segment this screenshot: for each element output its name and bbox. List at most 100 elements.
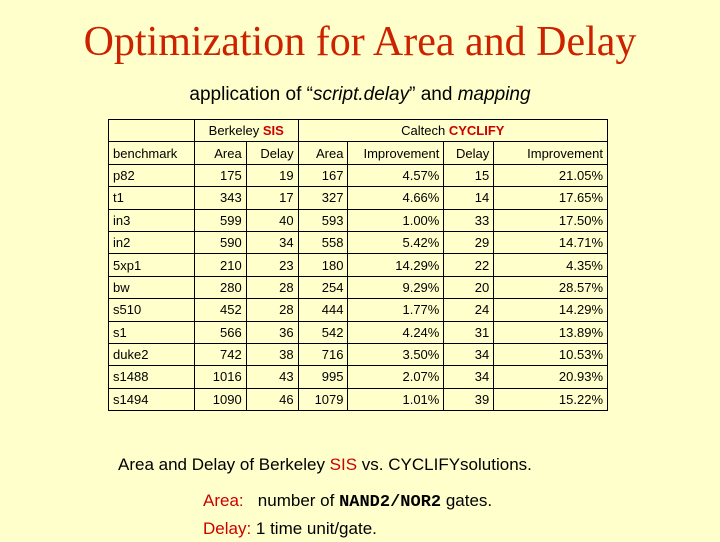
cell-sis-delay: 43 [245,365,299,389]
cell-sis-area: 210 [193,253,247,277]
subtitle-mapping: mapping [457,84,531,105]
slide-subtitle: application of “script.delay” and mappin… [0,84,720,106]
cell-sis-area: 452 [193,298,247,322]
cell-area-improvement: 9.29% [347,275,445,300]
col-header-sis-area: Area [193,141,247,165]
subtitle-script-name: script.delay [312,84,410,105]
cell-benchmark: t1 [108,186,195,210]
cell-delay-improvement: 17.50% [493,208,608,232]
cell-delay-improvement: 20.93% [493,365,608,389]
table-row: bw 280 28 254 9.29% 20 28.57% [108,275,608,300]
cell-sis-delay: 38 [245,342,299,367]
group-header-caltech: Caltech CYCLIFY [297,118,609,143]
berkeley-label: Berkeley [208,123,263,139]
cell-cyclify-delay: 33 [443,208,495,232]
cell-delay-improvement: 4.35% [493,253,608,277]
cell-cyclify-delay: 34 [443,365,495,389]
cell-delay-improvement: 14.29% [493,298,608,322]
definition-notes: Area: number of NAND2/NOR2 gates. Delay:… [203,488,492,542]
cell-delay-improvement: 10.53% [493,342,608,367]
cell-cyclify-area: 542 [297,320,349,344]
cell-sis-area: 175 [193,163,247,188]
cell-cyclify-delay: 15 [443,163,495,188]
area-definition-end: gates. [441,491,493,510]
cell-sis-delay: 28 [245,298,299,322]
table-row: t1 343 17 327 4.66% 14 17.65% [108,186,608,210]
cell-sis-delay: 46 [245,387,299,412]
cell-area-improvement: 1.01% [347,387,445,412]
cell-area-improvement: 4.66% [347,186,445,210]
cell-area-improvement: 5.42% [347,230,445,255]
cell-sis-delay: 28 [245,275,299,300]
cell-delay-improvement: 13.89% [493,320,608,344]
table-row: 5xp1 210 23 180 14.29% 22 4.35% [108,253,608,277]
caltech-label: Caltech [401,123,449,139]
cell-area-improvement: 1.77% [347,298,445,322]
cell-area-improvement: 2.07% [347,365,445,389]
cell-delay-improvement: 14.71% [493,230,608,255]
cell-sis-area: 590 [193,230,247,255]
cell-benchmark: s510 [108,298,195,322]
cell-delay-improvement: 15.22% [493,387,608,412]
area-definition-gates: NAND2/NOR2 [339,493,442,512]
table-row: s1494 1090 46 1079 1.01% 39 15.22% [108,387,608,412]
cell-benchmark: s1 [108,320,195,344]
caption-part1: Area and Delay of Berkeley [118,455,330,474]
cell-cyclify-area: 444 [297,298,349,322]
cell-cyclify-area: 167 [297,163,349,188]
cell-cyclify-area: 1079 [297,387,349,412]
cell-sis-delay: 36 [245,320,299,344]
cell-sis-area: 599 [193,208,247,232]
area-definition: Area: number of NAND2/NOR2 gates. [203,488,492,516]
cell-cyclify-delay: 24 [443,298,495,322]
table-row: s510 452 28 444 1.77% 24 14.29% [108,298,608,322]
cell-sis-area: 1016 [193,365,247,389]
cell-cyclify-delay: 20 [443,275,495,300]
cell-sis-area: 343 [193,186,247,210]
cell-cyclify-area: 327 [297,186,349,210]
caption-part3: solutions. [460,455,532,474]
sis-label: SIS [262,123,284,139]
col-header-delay-improvement: Improvement [493,141,608,165]
cell-benchmark: in2 [108,230,195,255]
cell-cyclify-area: 593 [297,208,349,232]
cell-sis-delay: 40 [245,208,299,232]
col-header-cyclify-delay: Delay [443,141,495,165]
table-row: in3 599 40 593 1.00% 33 17.50% [108,208,608,232]
cell-cyclify-area: 716 [297,342,349,367]
col-header-benchmark: benchmark [108,141,195,165]
cell-cyclify-area: 995 [297,365,349,389]
cell-sis-delay: 34 [245,230,299,255]
cell-area-improvement: 3.50% [347,342,445,367]
table-row: s1 566 36 542 4.24% 31 13.89% [108,320,608,344]
table-row: duke2 742 38 716 3.50% 34 10.53% [108,342,608,367]
cell-sis-delay: 17 [245,186,299,210]
cell-sis-area: 1090 [193,387,247,412]
cell-cyclify-delay: 39 [443,387,495,412]
cell-benchmark: 5xp1 [108,253,195,277]
cell-benchmark: duke2 [108,342,195,367]
delay-definition: Delay: 1 time unit/gate. [203,516,492,542]
group-header-row: Berkeley SIS Caltech CYCLIFY [108,118,609,143]
results-table: Berkeley SIS Caltech CYCLIFY benchmark A… [108,118,609,412]
delay-definition-label: Delay: [203,519,252,538]
group-header-berkeley: Berkeley SIS [193,118,299,143]
cell-delay-improvement: 28.57% [493,275,608,300]
column-header-row: benchmark Area Delay Area Improvement De… [108,141,608,165]
cell-cyclify-area: 558 [297,230,349,255]
caption-sis: SIS [329,455,358,474]
table-caption: Area and Delay of Berkeley SIS vs. CYCLI… [118,455,532,475]
table-row: in2 590 34 558 5.42% 29 14.71% [108,230,608,255]
cell-cyclify-delay: 34 [443,342,495,367]
area-definition-text: number of [243,491,340,510]
cell-cyclify-area: 180 [297,253,349,277]
cell-area-improvement: 14.29% [347,253,445,277]
col-header-cyclify-area: Area [297,141,349,165]
table-row: p82 175 19 167 4.57% 15 21.05% [108,163,608,188]
cell-cyclify-delay: 22 [443,253,495,277]
cell-cyclify-delay: 29 [443,230,495,255]
cell-cyclify-delay: 31 [443,320,495,344]
cell-sis-area: 742 [193,342,247,367]
cyclify-label: CYCLIFY [448,123,505,139]
cell-delay-improvement: 17.65% [493,186,608,210]
